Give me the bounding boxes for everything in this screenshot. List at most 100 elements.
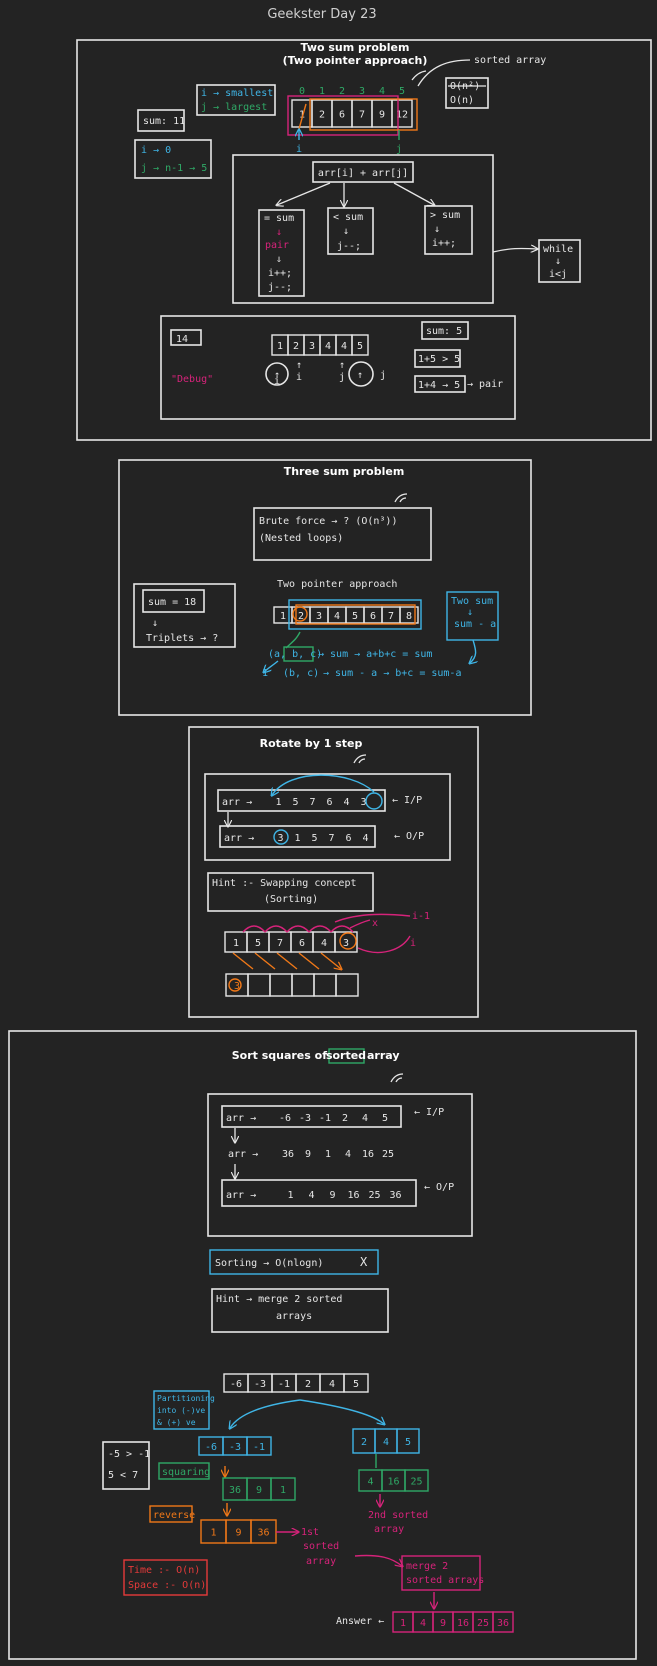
two-sum-target: sum - a xyxy=(454,619,496,630)
merge-hint-sub: arrays xyxy=(276,1311,312,1322)
sort-squares-title-post: array xyxy=(367,1049,400,1062)
branch-gt-step: i++; xyxy=(432,238,456,249)
first-sorted-3: array xyxy=(306,1556,336,1567)
second-sorted-2: array xyxy=(374,1524,404,1535)
index-value: 3 xyxy=(359,86,365,97)
left-neg-value: -3 xyxy=(229,1442,241,1453)
sorting-complexity: Sorting → O(nlogn) xyxy=(215,1258,323,1269)
time-complexity: Time :- O(n) xyxy=(128,1565,200,1576)
right-pos-value: 2 xyxy=(361,1437,367,1448)
while-cond: i<j xyxy=(549,269,567,280)
svg-text:↑: ↑ xyxy=(296,360,302,371)
debug-ptr-1: i xyxy=(274,376,280,387)
split-value: -6 xyxy=(230,1379,242,1390)
rotate-mark-1: i-1 xyxy=(412,911,430,922)
two-sum-value: 12 xyxy=(396,110,408,121)
sort-squares-title-pre: Sort squares of xyxy=(232,1049,327,1062)
complexity-linear: O(n) xyxy=(450,95,474,106)
left-negative-array: -6 -3 -1 xyxy=(198,1436,272,1456)
answer-value: 36 xyxy=(497,1618,509,1629)
split-value: 5 xyxy=(353,1379,359,1390)
debug-value: 4 xyxy=(325,341,331,352)
three-sum-value: 6 xyxy=(370,611,376,622)
debug-cell xyxy=(351,334,369,356)
two-sum-title: Two sum problem xyxy=(301,41,410,54)
two-sum-indices: 0 1 2 3 4 5 xyxy=(299,86,405,97)
rotate-swap-cell xyxy=(334,931,358,953)
rotate-swap-value: 5 xyxy=(255,938,261,949)
branch-eq: = sum xyxy=(264,213,294,224)
rotate-hint: Hint :- Swapping concept xyxy=(212,878,357,889)
j-pointer: j xyxy=(396,144,402,155)
reverse-label: reverse xyxy=(153,1510,195,1521)
branch-gt: > sum xyxy=(430,210,460,221)
rotate-in-value: 3 xyxy=(360,797,366,808)
sq-out-value: 16 xyxy=(347,1190,359,1201)
right-pos-value: 4 xyxy=(383,1437,389,1448)
merge-label-2: sorted arrays xyxy=(406,1575,484,1586)
rotate-hint-sub: (Sorting) xyxy=(264,894,318,905)
sq-mid-value: 16 xyxy=(362,1149,374,1160)
rotate-in-value: 4 xyxy=(343,797,349,808)
svg-text:↓: ↓ xyxy=(434,224,440,235)
sq-mid-value: 4 xyxy=(345,1149,351,1160)
debug-ptr-2: i xyxy=(296,372,302,383)
two-sum-cell xyxy=(391,99,413,128)
left-squared-array: 36 9 1 xyxy=(222,1477,296,1501)
svg-text:↓: ↓ xyxy=(276,227,282,238)
debug-check-1: 1+5 > 5 xyxy=(418,354,460,365)
rotate-result-value: 3 xyxy=(234,981,240,992)
rotate-result-cell xyxy=(313,973,337,997)
left-neg-value: -6 xyxy=(205,1442,217,1453)
eq1-lhs: (a, b, c) xyxy=(268,649,322,660)
left-rev-value: 9 xyxy=(235,1528,241,1539)
sq-out-value: 4 xyxy=(308,1190,314,1201)
two-sum-value: 1 xyxy=(299,110,305,121)
two-sum-value: 2 xyxy=(319,110,325,121)
right-sq-value: 4 xyxy=(367,1477,373,1488)
debug-sum: sum: 5 xyxy=(426,326,462,337)
two-sum-sub-box: Two sum xyxy=(451,596,493,607)
rotate-swap-value: 4 xyxy=(321,938,327,949)
squares-mid-row: 36 9 1 4 16 25 xyxy=(282,1149,394,1160)
rotate-row2-label: arr → xyxy=(224,833,254,844)
svg-text:↓: ↓ xyxy=(152,618,158,629)
eq2-lhs: (b, c) xyxy=(283,668,319,679)
three-sum-value: 2 xyxy=(298,611,304,622)
sort-squares-title-hl: sorted xyxy=(326,1049,366,1062)
debug-label: "Debug" xyxy=(171,374,213,385)
squares-output-row: 1 4 9 16 25 36 xyxy=(287,1190,401,1201)
first-sorted-2: sorted xyxy=(303,1541,339,1552)
triplets-label: Triplets → ? xyxy=(146,633,218,644)
split-cell xyxy=(343,1373,369,1393)
debug-check-2: 1+4 → 5 xyxy=(418,380,460,391)
sq-in-value: 4 xyxy=(362,1113,368,1124)
left-neg-value: -1 xyxy=(253,1442,265,1453)
second-sorted-1: 2nd sorted xyxy=(368,1510,428,1521)
rotate-result-cell xyxy=(269,973,293,997)
i-init: i → 0 xyxy=(141,145,171,156)
rotate-title: Rotate by 1 step xyxy=(260,737,363,750)
j-init: j → n-1 → 5 xyxy=(141,163,207,174)
squaring-label: squaring xyxy=(162,1467,210,1478)
three-sum-target: sum = 18 xyxy=(148,597,196,608)
svg-text:↓: ↓ xyxy=(343,226,349,237)
rotate-out-value: 5 xyxy=(311,833,317,844)
debug-value: 1 xyxy=(277,341,283,352)
svg-text:↑: ↑ xyxy=(357,370,363,381)
rotate-swap-value: 7 xyxy=(277,938,283,949)
left-sq-cell xyxy=(270,1477,296,1501)
two-sum-value: 7 xyxy=(359,110,365,121)
left-sq-value: 9 xyxy=(256,1485,262,1496)
sq-in-value: -6 xyxy=(279,1113,291,1124)
two-sum-value: 6 xyxy=(339,110,345,121)
branch-lt-step: j--; xyxy=(337,241,361,252)
three-sum-title: Three sum problem xyxy=(284,465,405,478)
debug-ptr-4: j xyxy=(380,370,386,381)
index-value: 0 xyxy=(299,86,305,97)
two-sum-value: 9 xyxy=(379,110,385,121)
answer-label: Answer ← xyxy=(336,1616,384,1627)
